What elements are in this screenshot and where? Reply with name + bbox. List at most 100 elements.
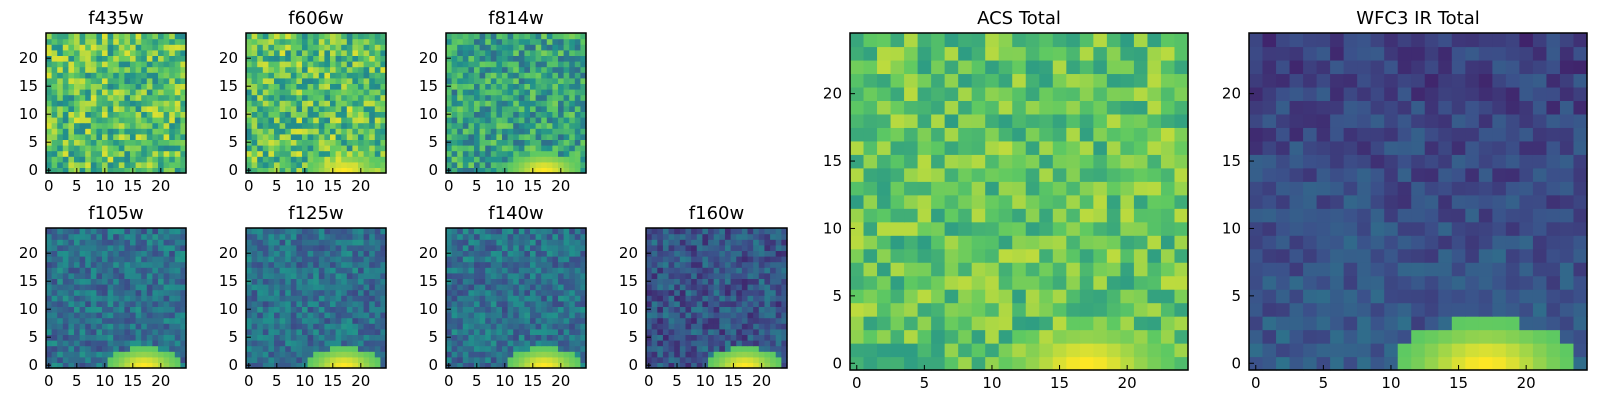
heatmap-cell [485,150,492,157]
heatmap-cell [546,317,553,324]
heatmap-cell [313,66,320,73]
heatmap-cell [85,89,92,96]
heatmap-cell [290,122,297,129]
heatmap-cell [124,300,131,307]
heatmap-cell [535,77,542,84]
heatmap-cell [518,33,525,40]
heatmap-cell [770,239,777,246]
heatmap-cell [541,44,548,51]
heatmap-cell [251,128,258,135]
heatmap-cell [691,317,698,324]
heatmap-cell [657,334,664,341]
heatmap-cell [268,44,275,51]
heatmap-cell [724,340,732,347]
heatmap-cell [747,306,754,313]
heatmap-cell [96,133,103,140]
heatmap-cell [113,351,120,358]
heatmap-cell [518,323,525,330]
heatmap-cell [685,267,692,274]
heatmap-cell [1066,221,1081,236]
heatmap-cell [730,295,737,302]
heatmap-cell [158,128,165,135]
heatmap-cell [180,145,187,152]
heatmap-cell [758,306,766,313]
heatmap-cell [691,250,698,257]
heatmap-cell [51,150,58,157]
heatmap-cell [877,343,892,358]
heatmap-cell [507,351,514,358]
heatmap-cell [274,289,281,296]
heatmap-cell [307,295,314,302]
heatmap-cell [691,272,698,279]
heatmap-cell [57,117,64,124]
heatmap-cell [318,72,325,79]
heatmap-cell [764,300,771,307]
heatmap-cell [51,156,58,163]
heatmap-cell [380,72,387,79]
heatmap-cell [580,351,587,358]
heatmap-cell [1147,127,1162,142]
heatmap-cell [374,351,381,358]
heatmap-cell [530,100,537,107]
heatmap-cell [90,284,97,291]
heatmap-cell [124,233,131,240]
heatmap-cell [163,328,170,335]
heatmap-cell [657,239,664,246]
heatmap-cell [485,239,492,246]
heatmap-cell [290,340,297,347]
heatmap-cell [135,161,142,168]
heatmap-cell [747,340,754,347]
heatmap-cell [775,239,782,246]
heatmap-cell [563,161,570,168]
heatmap-cell [679,250,687,257]
heatmap-cell [890,194,905,209]
heatmap-cell [702,278,709,285]
heatmap-cell [696,233,703,240]
heatmap-cell [877,329,892,344]
heatmap-cell [741,233,749,240]
heatmap-cell [558,351,565,358]
heatmap-cell [335,61,342,68]
heatmap-cell [307,267,314,274]
heatmap-cell [79,306,86,313]
heatmap-cell [374,284,381,291]
heatmap-cell [96,55,103,62]
heatmap-cell [352,306,359,313]
heatmap-cell [1052,329,1067,344]
heatmap-cell [850,316,865,331]
heatmap-cell [490,317,497,324]
heatmap-cell [341,278,348,285]
heatmap-cell [1012,167,1027,182]
heatmap-cell [51,345,58,352]
heatmap-cell [541,156,548,163]
y-tick-label: 20 [419,49,438,67]
heatmap-cell [877,275,892,290]
heatmap-cell [90,72,97,79]
heatmap-cell [324,122,331,129]
heatmap-cell [352,89,359,96]
heatmap-cell [302,239,309,246]
heatmap-cell [657,300,664,307]
heatmap-cell [662,306,670,313]
heatmap-cell [180,44,187,51]
heatmap-cell [62,351,69,358]
heatmap-cell [62,345,69,352]
heatmap-cell [307,239,314,246]
heatmap-cell [302,312,309,319]
heatmap-cell [246,100,253,107]
heatmap-cell [363,239,370,246]
heatmap-cell [307,89,314,96]
heatmap-cell [490,233,497,240]
heatmap-cell [113,328,120,335]
heatmap-cell [646,317,653,324]
heatmap-cell [318,272,325,279]
heatmap-cell [268,61,275,68]
heatmap-cell [74,284,81,291]
heatmap-cell [257,55,264,62]
heatmap-cell [90,256,97,263]
heatmap-cell [341,362,348,369]
heatmap-cell [651,228,658,235]
heatmap-cell [1147,235,1162,250]
heatmap-cell [451,267,458,274]
heatmap-cell [741,351,749,358]
